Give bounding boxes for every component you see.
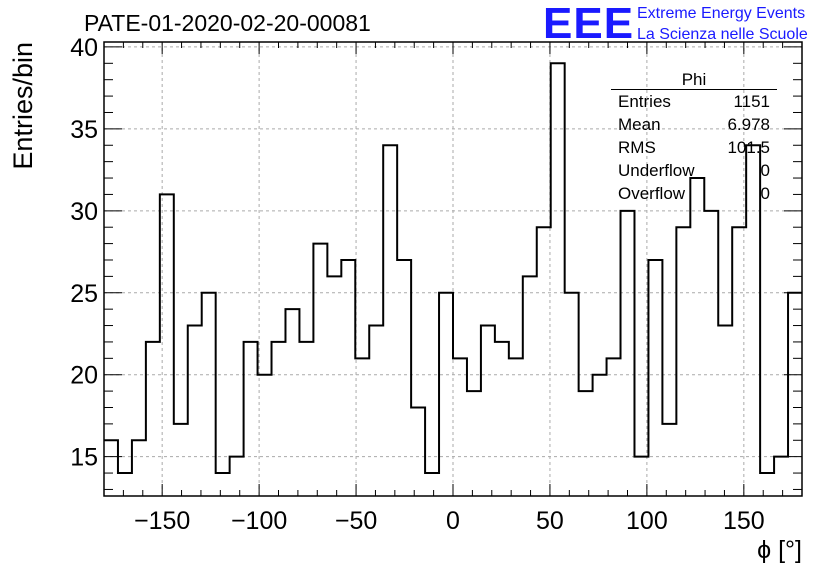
stats-row-mean: Mean 6.978 <box>611 113 777 136</box>
stats-row-underflow: Underflow 0 <box>611 159 777 182</box>
x-tick-label: 100 <box>626 507 668 535</box>
stats-value: 1151 <box>733 92 770 111</box>
x-tick-label: 50 <box>536 507 564 535</box>
y-tick-label: 40 <box>70 34 98 62</box>
histogram-line <box>104 62 802 475</box>
eee-logo: EEE <box>543 0 635 48</box>
y-axis-label: Entries/bin <box>8 42 38 170</box>
stats-value: 6.978 <box>727 115 770 134</box>
stats-label: Overflow <box>618 184 686 203</box>
x-tick-label: −50 <box>335 507 377 535</box>
stats-value: 0 <box>760 184 770 203</box>
y-tick-label: 25 <box>70 280 98 308</box>
y-tick-label: 20 <box>70 362 98 390</box>
stats-value: 0 <box>760 161 770 180</box>
stats-label: Entries <box>618 92 671 111</box>
stats-label: RMS <box>618 138 656 157</box>
y-tick-label: 35 <box>70 116 98 144</box>
chart-title: PATE-01-2020-02-20-00081 <box>84 10 371 36</box>
x-tick-label: −150 <box>134 507 190 535</box>
stats-label: Underflow <box>618 161 695 180</box>
logo-line2: La Scienza nelle Scuole <box>637 26 808 43</box>
y-tick-label: 30 <box>70 198 98 226</box>
y-tick-label: 15 <box>70 444 98 472</box>
stats-title: Phi <box>611 70 777 90</box>
x-tick-label: −100 <box>231 507 287 535</box>
stats-box: Phi Entries 1151 Mean 6.978 RMS 101.5 Un… <box>611 70 777 205</box>
x-axis-label: ϕ [°] <box>757 536 802 564</box>
x-tick-label: 150 <box>723 507 765 535</box>
stats-row-rms: RMS 101.5 <box>611 136 777 159</box>
x-tick-label: 0 <box>446 507 460 535</box>
logo-line1: Extreme Energy Events <box>637 5 806 22</box>
stats-row-entries: Entries 1151 <box>611 90 777 113</box>
stats-value: 101.5 <box>727 138 770 157</box>
stats-label: Mean <box>618 115 661 134</box>
stats-row-overflow: Overflow 0 <box>611 182 777 205</box>
